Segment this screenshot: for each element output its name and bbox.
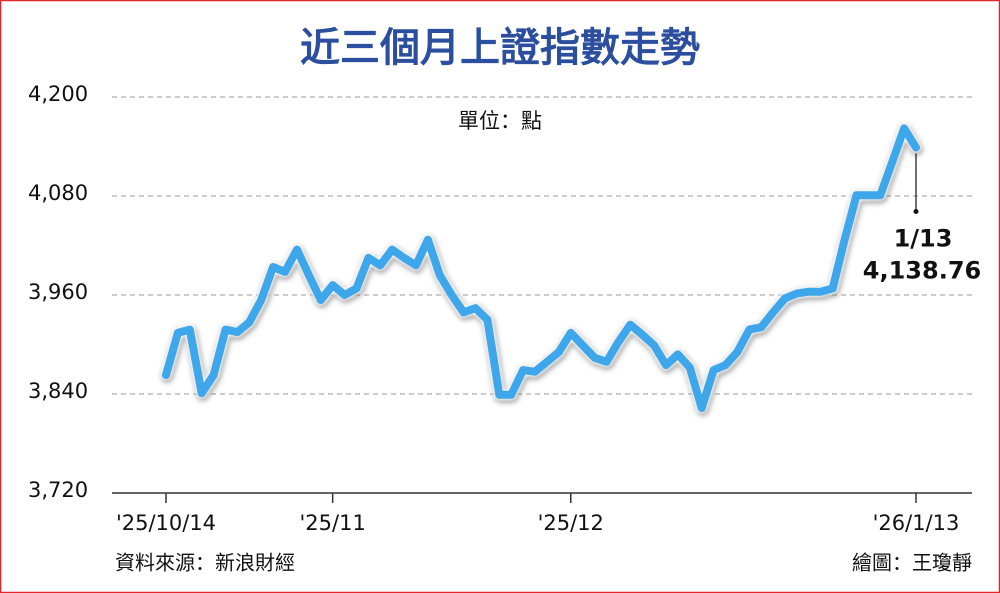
x-tick-label: '25/10/14 <box>116 511 216 535</box>
leader-dot <box>913 209 919 215</box>
chart-title: 近三個月上證指數走勢 <box>300 25 700 71</box>
value-label: 4,138.76 <box>863 257 981 285</box>
unit-label: 單位：點 <box>458 109 542 133</box>
y-tick-label: 3,720 <box>28 478 88 502</box>
x-tick-label: '25/12 <box>538 511 604 535</box>
y-tick-label: 3,960 <box>28 280 88 304</box>
y-tick-label: 4,080 <box>28 181 88 205</box>
x-tick-label: '25/11 <box>300 511 366 535</box>
source: 資料來源：新浪財經 <box>115 551 295 575</box>
plot: 1/13 4,138.76 <box>162 124 981 412</box>
y-tick-label: 3,840 <box>28 379 88 403</box>
annotation-date: 1/13 <box>894 225 953 253</box>
x-tick-label: '26/1/13 <box>873 511 960 535</box>
y-tick-label: 4,200 <box>28 82 88 106</box>
price-line <box>162 124 920 412</box>
credit: 繪圖：王瓊靜 <box>852 551 972 575</box>
grid: 3,720 3,840 3,960 4,080 4,200 '25/10/14 '25/11… <box>28 82 972 535</box>
